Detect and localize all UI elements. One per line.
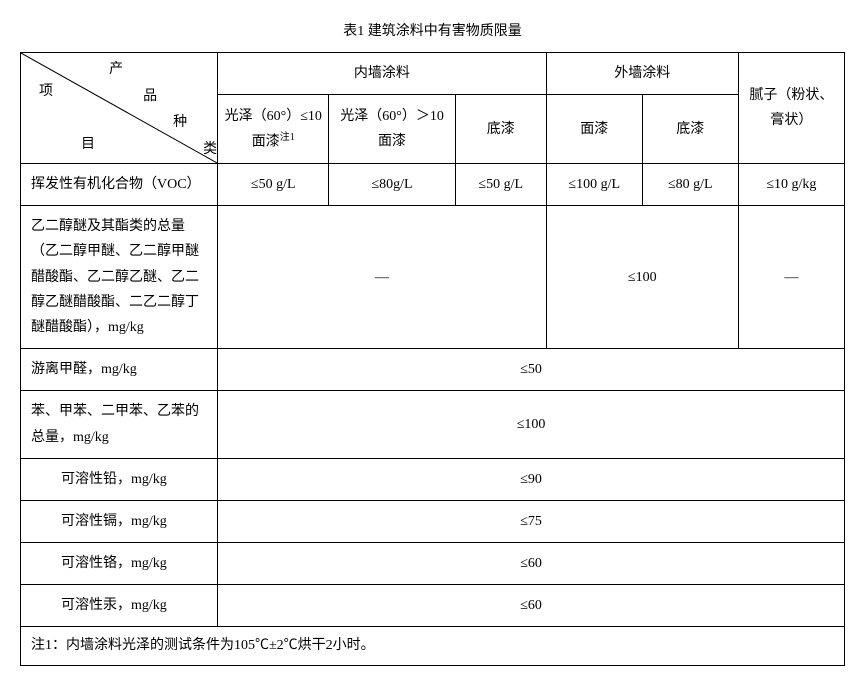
row-label: 挥发性有机化合物（VOC） <box>21 164 218 206</box>
table-row: 乙二醇醚及其酯类的总量（乙二醇甲醚、乙二醇甲醚醋酸酯、乙二醇乙醚、乙二醇乙醚醋酸… <box>21 206 845 349</box>
row-label: 可溶性镉，mg/kg <box>21 500 218 542</box>
cell: ≤100 <box>546 206 738 349</box>
cell: ≤50 g/L <box>218 164 329 206</box>
cell: ≤100 <box>218 391 845 458</box>
table-row: 可溶性铅，mg/kg ≤90 <box>21 458 845 500</box>
table-row: 苯、甲苯、二甲苯、乙苯的总量，mg/kg ≤100 <box>21 391 845 458</box>
subheader-gloss-gt10: 光泽（60°）＞10 面漆 <box>329 95 455 164</box>
table-row: 可溶性铬，mg/kg ≤60 <box>21 543 845 585</box>
cell: ≤50 <box>218 349 845 391</box>
table-row: 游离甲醛，mg/kg ≤50 <box>21 349 845 391</box>
table-container: 表1 建筑涂料中有害物质限量 产 品 种 类 <box>20 20 845 666</box>
cell: ≤60 <box>218 585 845 627</box>
cell: ≤60 <box>218 543 845 585</box>
cell: — <box>738 206 844 349</box>
cell: ≤100 g/L <box>546 164 642 206</box>
table-title: 表1 建筑涂料中有害物质限量 <box>20 20 845 40</box>
header-interior: 内墙涂料 <box>218 53 547 95</box>
header-exterior: 外墙涂料 <box>546 53 738 95</box>
row-label: 可溶性汞，mg/kg <box>21 585 218 627</box>
diag-bot-label: 项 目 <box>31 79 101 159</box>
subheader-gloss-le10: 光泽（60°）≤10 面漆注1 <box>218 95 329 164</box>
limits-table: 产 品 种 类 项 目 内墙涂料 外墙涂料 腻子（粉状、膏状） 光泽（60°）≤… <box>20 52 845 666</box>
note-text: 注1：内墙涂料光泽的测试条件为105℃±2℃烘干2小时。 <box>21 627 845 665</box>
cell: ≤80g/L <box>329 164 455 206</box>
row-label: 可溶性铬，mg/kg <box>21 543 218 585</box>
table-row: 可溶性镉，mg/kg ≤75 <box>21 500 845 542</box>
cell: ≤90 <box>218 458 845 500</box>
cell: ≤50 g/L <box>455 164 546 206</box>
diagonal-header: 产 品 种 类 项 目 <box>21 53 218 164</box>
row-label: 乙二醇醚及其酯类的总量（乙二醇甲醚、乙二醇甲醚醋酸酯、乙二醇乙醚、乙二醇乙醚醋酸… <box>21 206 218 349</box>
subheader-text: 光泽（60°）≤10 面漆 <box>225 109 322 150</box>
row-label: 游离甲醛，mg/kg <box>21 349 218 391</box>
subheader-topcoat-ext: 面漆 <box>546 95 642 164</box>
row-label: 苯、甲苯、二甲苯、乙苯的总量，mg/kg <box>21 391 218 458</box>
subheader-primer-int: 底漆 <box>455 95 546 164</box>
header-putty: 腻子（粉状、膏状） <box>738 53 844 164</box>
cell: ≤10 g/kg <box>738 164 844 206</box>
table-row: 挥发性有机化合物（VOC） ≤50 g/L ≤80g/L ≤50 g/L ≤10… <box>21 164 845 206</box>
cell: ≤75 <box>218 500 845 542</box>
subheader-primer-ext: 底漆 <box>642 95 738 164</box>
cell: — <box>218 206 547 349</box>
row-label: 可溶性铅，mg/kg <box>21 458 218 500</box>
sup-note1: 注1 <box>280 132 295 143</box>
header-row-1: 产 品 种 类 项 目 内墙涂料 外墙涂料 腻子（粉状、膏状） <box>21 53 845 95</box>
note-row: 注1：内墙涂料光泽的测试条件为105℃±2℃烘干2小时。 <box>21 627 845 665</box>
diag-top-label: 产 品 种 类 <box>87 57 207 163</box>
table-row: 可溶性汞，mg/kg ≤60 <box>21 585 845 627</box>
cell: ≤80 g/L <box>642 164 738 206</box>
